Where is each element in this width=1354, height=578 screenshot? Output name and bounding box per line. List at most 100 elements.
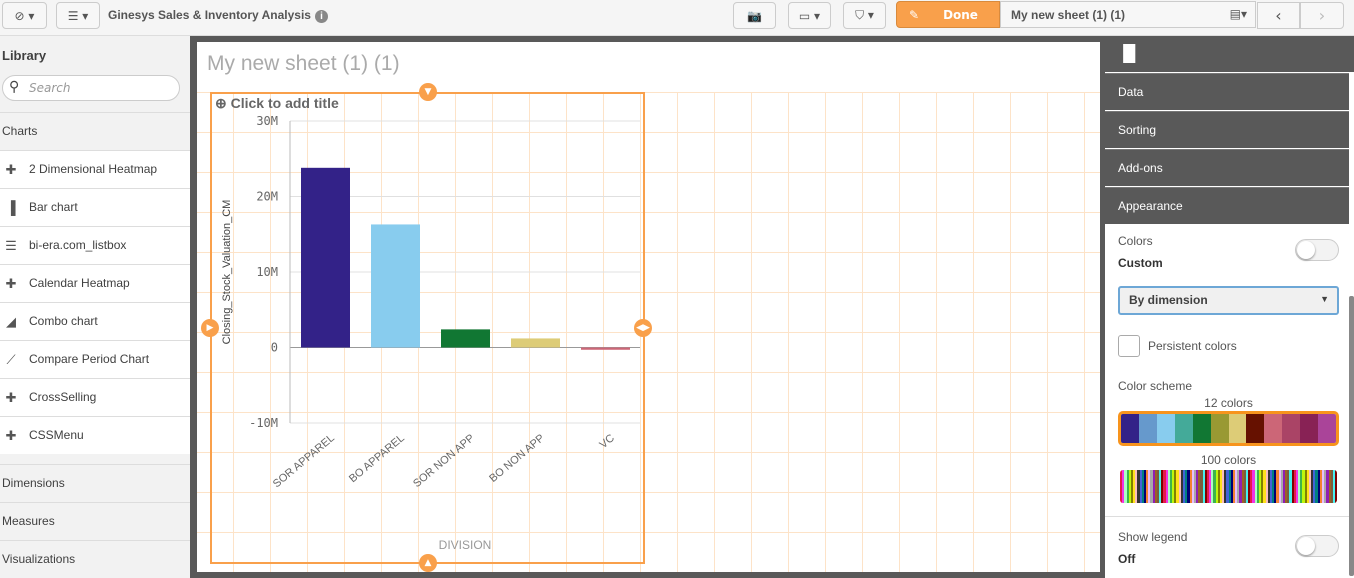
persistent-colors-label: Persistent colors xyxy=(1148,339,1237,353)
library-item[interactable]: ◢ Combo chart xyxy=(0,302,190,340)
bar xyxy=(581,347,630,350)
caret-down-icon: ▼ xyxy=(1320,294,1329,304)
sorting-section[interactable]: Sorting xyxy=(1105,111,1349,148)
color-swatch xyxy=(1210,414,1229,443)
color-swatch xyxy=(1252,470,1255,503)
sheet-title[interactable]: My new sheet (1) (1) xyxy=(207,52,400,75)
measures-section[interactable]: Measures xyxy=(0,502,190,540)
color-scheme-12[interactable] xyxy=(1118,411,1339,446)
library-item-label: 2 Dimensional Heatmap xyxy=(29,162,158,176)
data-section[interactable]: Data xyxy=(1105,73,1349,110)
color-swatch xyxy=(1313,470,1316,503)
info-icon[interactable]: i xyxy=(314,10,328,23)
chart-selection-frame[interactable] xyxy=(210,92,645,564)
list-icon: ☰ ▾ xyxy=(67,8,89,23)
color-swatch xyxy=(1163,470,1166,503)
color-swatch xyxy=(1326,470,1329,503)
menu-button[interactable]: ☰ ▾ xyxy=(56,2,100,29)
appearance-section[interactable]: Appearance xyxy=(1105,187,1349,224)
done-button[interactable]: ✎ Done xyxy=(896,1,1000,28)
color-swatch xyxy=(1321,470,1325,503)
persistent-colors-checkbox[interactable] xyxy=(1118,335,1140,357)
color-swatch xyxy=(1306,470,1309,503)
addons-section[interactable]: Add-ons xyxy=(1105,149,1349,186)
color-swatch xyxy=(1317,470,1320,503)
visualizations-section[interactable]: Visualizations xyxy=(0,540,190,578)
color-swatch xyxy=(1287,470,1290,503)
chart-title-placeholder[interactable]: ⊕ Click to add title xyxy=(215,95,339,112)
scrollbar[interactable] xyxy=(1349,296,1354,576)
library-item-label: CSSMenu xyxy=(29,428,84,442)
bar xyxy=(371,224,420,348)
y-tick-label: 10M xyxy=(256,265,278,279)
library-item[interactable]: ✚ CSSMenu xyxy=(0,416,190,454)
library-item[interactable]: ✚ 2 Dimensional Heatmap xyxy=(0,150,190,188)
show-legend-toggle[interactable] xyxy=(1295,535,1339,557)
toolbar: ⊘ ▾ ☰ ▾ Ginesys Sales & Inventory Analys… xyxy=(0,0,1354,36)
presentation-button[interactable]: ▭ ▾ xyxy=(788,2,831,29)
library-item-label: Calendar Heatmap xyxy=(29,276,130,290)
chevron-left-icon: ‹ xyxy=(1275,6,1282,25)
color-mode-value: By dimension xyxy=(1129,293,1208,307)
color-swatch xyxy=(1120,470,1123,503)
colors-toggle[interactable] xyxy=(1295,239,1339,261)
plus-icon: ⊕ xyxy=(215,95,231,111)
color-mode-dropdown[interactable]: By dimension ▼ xyxy=(1118,286,1339,315)
color-swatch xyxy=(1261,470,1264,503)
color-swatch xyxy=(1143,470,1147,503)
color-swatch xyxy=(1278,470,1281,503)
resize-handle-left[interactable]: ▶ xyxy=(201,319,219,337)
color-swatch xyxy=(1335,470,1337,503)
resize-handle-bottom[interactable]: ▲ xyxy=(419,554,437,572)
bar xyxy=(441,329,490,348)
color-swatch xyxy=(1291,470,1294,503)
library-item[interactable]: ▐ Bar chart xyxy=(0,188,190,226)
scheme12-label: 12 colors xyxy=(1204,396,1253,410)
app-title: Ginesys Sales & Inventory Analysis i xyxy=(108,8,328,23)
library-item[interactable]: ⟋ Compare Period Chart xyxy=(0,340,190,378)
color-swatch xyxy=(1330,470,1333,503)
dimensions-section[interactable]: Dimensions xyxy=(0,464,190,502)
color-scheme-100[interactable] xyxy=(1120,470,1337,503)
search-input[interactable]: ⚲ Search xyxy=(2,75,180,101)
color-swatch xyxy=(1300,414,1319,443)
color-swatch xyxy=(1126,470,1129,503)
color-swatch xyxy=(1185,470,1188,503)
puzzle-icon: ✚ xyxy=(5,276,17,291)
line-chart-icon: ⟋ xyxy=(6,352,16,367)
color-swatch xyxy=(1282,470,1286,503)
color-swatch xyxy=(1213,470,1216,503)
color-scheme-label: Color scheme xyxy=(1118,379,1193,393)
library-item[interactable]: ☰ bi-era.com_listbox xyxy=(0,226,190,264)
y-axis-title: Closing_Stock_Valuation_CM xyxy=(221,200,233,345)
charts-section[interactable]: Charts xyxy=(0,112,190,150)
y-tick-label: 20M xyxy=(256,190,278,204)
next-sheet-button[interactable]: › xyxy=(1300,2,1344,29)
library-item[interactable]: ✚ Calendar Heatmap xyxy=(0,264,190,302)
compass-icon: ⊘ ▾ xyxy=(14,8,35,23)
color-swatch xyxy=(1319,470,1322,503)
sheets-icon[interactable]: ▤▾ xyxy=(1229,7,1247,21)
color-swatch xyxy=(1204,470,1207,503)
color-swatch xyxy=(1122,470,1125,503)
snapshot-button[interactable]: 📷 xyxy=(733,2,776,29)
resize-handle-right[interactable]: ◀▶ xyxy=(634,319,652,337)
sheet-selector[interactable]: My new sheet (1) (1) ▤▾ xyxy=(1000,1,1256,28)
color-swatch xyxy=(1128,470,1131,503)
colors-value: Custom xyxy=(1118,256,1163,270)
color-swatch xyxy=(1178,470,1181,503)
navigation-button[interactable]: ⊘ ▾ xyxy=(2,2,47,29)
color-swatch xyxy=(1211,470,1214,503)
color-swatch xyxy=(1293,470,1296,503)
color-swatch xyxy=(1254,470,1257,503)
library-item[interactable]: ✚ CrossSelling xyxy=(0,378,190,416)
previous-sheet-button[interactable]: ‹ xyxy=(1257,2,1300,29)
color-swatch xyxy=(1174,470,1177,503)
color-swatch xyxy=(1165,470,1168,503)
bookmark-button[interactable]: ⛉ ▾ xyxy=(843,2,886,29)
bar xyxy=(511,338,560,348)
color-swatch xyxy=(1224,470,1227,503)
library-panel: Library ⚲ Search Charts ✚ 2 Dimensional He… xyxy=(0,36,190,578)
resize-handle-top[interactable]: ▼ xyxy=(419,83,437,101)
